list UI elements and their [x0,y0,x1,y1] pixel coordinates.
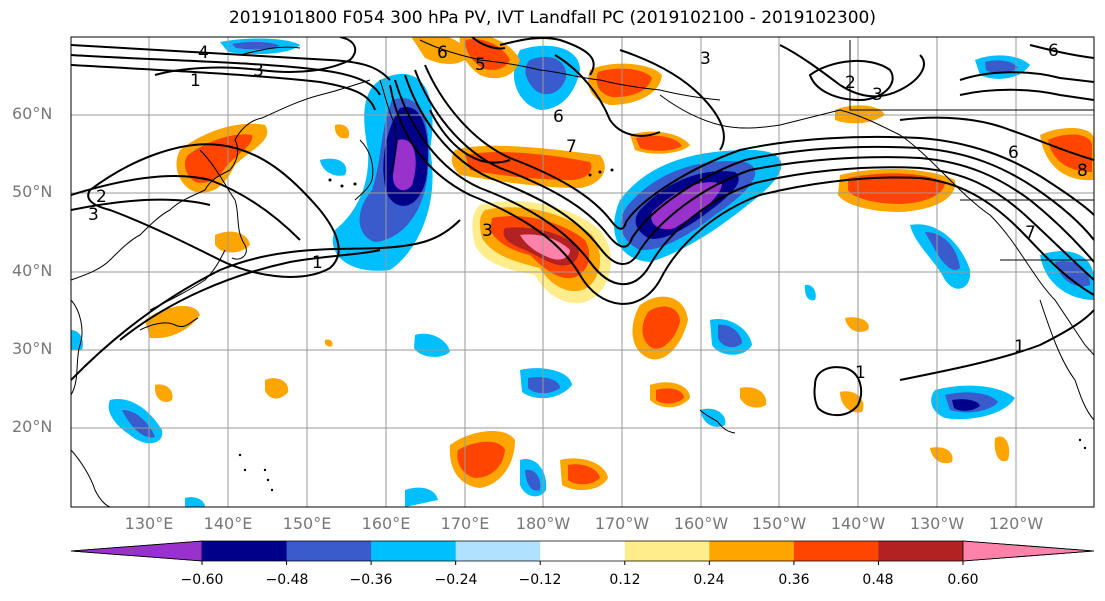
contour-label: 6 [1048,41,1059,61]
contour-label: 6 [1008,143,1019,163]
pv-contours [71,37,1094,417]
colorbar-tick-label: −0.36 [349,572,393,588]
map-area: 4 3 1 6 2 3 5 6 6 1 2 3 3 1 1 7 7 3 6 8 [71,37,1094,507]
lat-label: 60°N [12,104,53,123]
lon-label: 170°E [440,514,490,533]
contour-label: 1 [1014,337,1025,357]
colorbar-tick-label: −0.24 [434,572,478,588]
lon-label: 150°E [282,514,332,533]
lon-label: 120°W [988,514,1044,533]
contour-label: 2 [96,187,107,207]
graticule [71,37,1094,507]
lon-label: 140°W [830,514,886,533]
colorbar-tick-label: 0.12 [609,572,641,588]
lon-label: 130°E [124,514,174,533]
contour-label: 7 [566,137,577,157]
lon-label: 170°W [594,514,650,533]
lon-label: 180°W [515,514,571,533]
colorbar-tick-label: −0.48 [265,572,309,588]
colorbar-tick-label: 0.36 [778,572,810,588]
contour-label: 6 [553,107,564,127]
lon-label: 160°E [361,514,411,533]
contour-label: 3 [253,61,264,81]
colorbar-tick-label: 0.24 [693,572,725,588]
lat-label: 50°N [12,182,53,201]
contour-label: 1 [312,253,323,273]
colorbar-tick-label: 0.60 [947,572,979,588]
lon-label: 160°W [673,514,729,533]
lat-label: 20°N [12,417,53,436]
contour-label: 8 [1077,161,1088,181]
contour-labels: 4 3 1 6 2 3 5 6 6 1 2 3 3 1 1 7 7 3 6 8 [88,41,1088,383]
contour-label: 3 [482,221,493,241]
contour-label: 3 [872,85,883,105]
contour-label: 3 [700,49,711,69]
contour-label: 4 [198,43,209,63]
map-frame [70,36,1095,508]
lat-label: 40°N [12,261,53,280]
lon-label: 140°E [203,514,253,533]
contour-label: 1 [855,363,866,383]
contour-label: 7 [1025,223,1036,243]
contour-label: 6 [437,43,448,63]
contour-label: 5 [475,55,486,75]
contour-label: 1 [190,71,201,91]
coastlines [71,39,1094,507]
contour-label: 2 [845,73,856,93]
lon-label: 150°W [751,514,807,533]
lat-label: 30°N [12,339,53,358]
islands [238,168,1087,492]
lon-label: 130°W [909,514,965,533]
negative-pv-anomalies [71,38,1094,507]
colorbar-tick-label: 0.48 [862,572,894,588]
contour-label: 3 [88,205,99,225]
map-title: 2019101800 F054 300 hPa PV, IVT Landfall… [228,8,876,28]
colorbar-tick-label: −0.60 [180,572,224,588]
colorbar-tick-label: −0.12 [518,572,562,588]
